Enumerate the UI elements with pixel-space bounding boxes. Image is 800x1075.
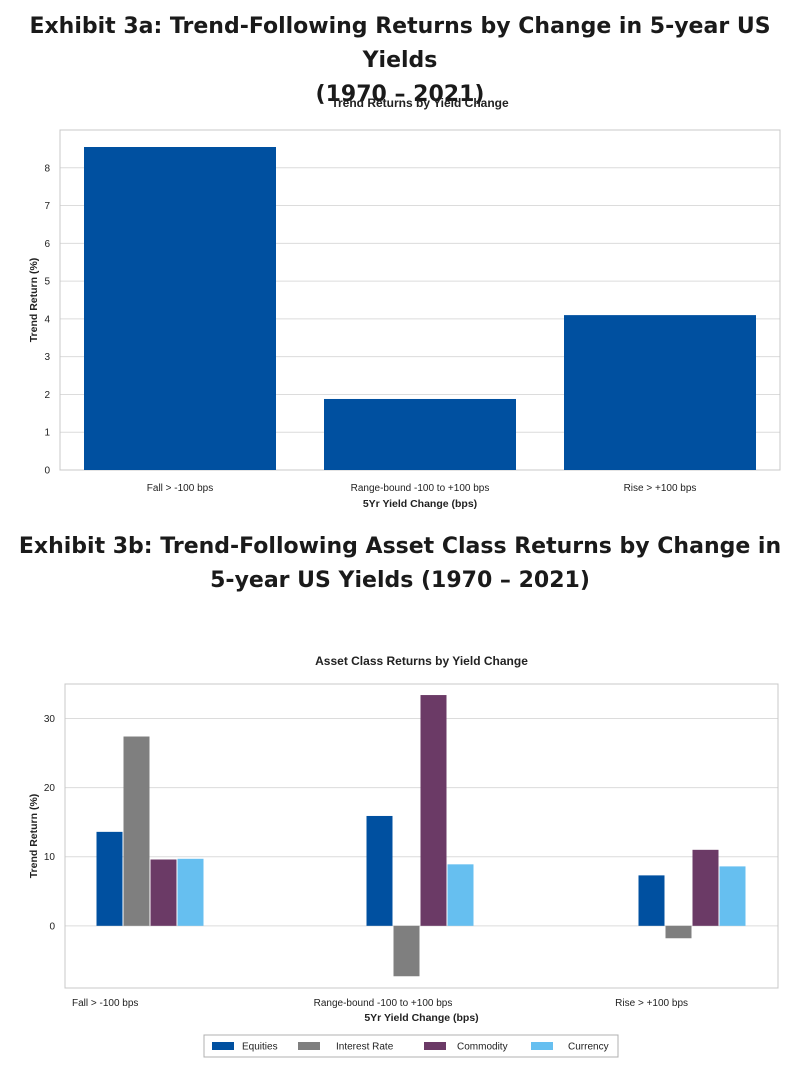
y-tick-label: 7 <box>44 201 50 212</box>
exhibit-3a-title-line1: Exhibit 3a: Trend-Following Returns by C… <box>29 14 771 73</box>
legend-frame <box>203 1034 619 1058</box>
legend-label: Equities <box>242 1042 278 1053</box>
x-tick-label: Range-bound -100 to +100 bps <box>314 998 453 1009</box>
x-tick-label: Range-bound -100 to +100 bps <box>351 483 490 494</box>
bar <box>393 925 420 977</box>
chart-title: Trend Returns by Yield Change <box>331 96 509 110</box>
bar <box>123 736 150 926</box>
y-tick-label: 0 <box>44 466 50 477</box>
plot-frame <box>64 683 779 989</box>
y-axis-label: Trend Return (%) <box>28 794 40 879</box>
x-tick-label: Fall > -100 bps <box>147 483 213 494</box>
y-tick-label: 30 <box>44 714 56 725</box>
x-axis-label: 5Yr Yield Change (bps) <box>364 1012 478 1024</box>
exhibit-3b-title-line1: Exhibit 3b: Trend-Following Asset Class … <box>18 534 782 559</box>
exhibit-3b-title-line2: 5-year US Yields (1970 – 2021) <box>210 568 590 593</box>
bar <box>692 849 719 926</box>
legend-swatch <box>212 1042 234 1050</box>
legend-label: Interest Rate <box>336 1042 394 1053</box>
exhibit-3b-title: Exhibit 3b: Trend-Following Asset Class … <box>0 530 800 598</box>
trend-returns-chart: Trend Returns by Yield Change 0 1 2 3 4 5 6 7 8 Fa… <box>28 96 781 510</box>
bar <box>447 864 474 926</box>
y-tick-label: 6 <box>44 239 50 250</box>
asset-class-returns-chart: Asset Class Returns by Yield Change 0 10 20… <box>28 654 779 1058</box>
bar <box>638 875 665 926</box>
bar <box>150 859 177 926</box>
y-tick-label: 8 <box>44 163 50 174</box>
exhibit-3a-title: Exhibit 3a: Trend-Following Returns by C… <box>0 10 800 112</box>
x-tick-label: Fall > -100 bps <box>72 998 138 1009</box>
y-tick-label: 2 <box>44 390 50 401</box>
y-tick-label: 1 <box>44 428 50 439</box>
bar <box>366 815 393 926</box>
x-axis-label: 5Yr Yield Change (bps) <box>363 498 477 510</box>
bar <box>564 315 756 470</box>
bar <box>719 866 746 926</box>
y-tick-label: 4 <box>44 314 50 325</box>
legend-swatch <box>424 1042 446 1050</box>
legend-swatch <box>531 1042 553 1050</box>
chart-title: Asset Class Returns by Yield Change <box>315 654 528 668</box>
y-tick-label: 5 <box>44 277 50 288</box>
bar <box>324 398 516 470</box>
x-tick-label: Rise > +100 bps <box>624 483 697 494</box>
y-tick-label: 10 <box>44 852 56 863</box>
bar <box>665 925 692 939</box>
bar <box>177 858 204 926</box>
bar <box>84 147 276 470</box>
y-tick-label: 3 <box>44 352 50 363</box>
x-tick-label: Rise > +100 bps <box>615 998 688 1009</box>
legend-label: Commodity <box>457 1042 508 1053</box>
legend-label: Currency <box>568 1042 609 1053</box>
y-axis-label: Trend Return (%) <box>28 258 40 343</box>
y-tick-label: 20 <box>44 783 56 794</box>
exhibit-3a-title-line2: (1970 – 2021) <box>315 82 485 107</box>
legend: Equities Interest Rate Commodity Currency <box>203 1034 619 1058</box>
legend-swatch <box>298 1042 320 1050</box>
bar <box>96 831 123 926</box>
y-tick-label: 0 <box>49 921 55 932</box>
bar <box>420 695 447 926</box>
